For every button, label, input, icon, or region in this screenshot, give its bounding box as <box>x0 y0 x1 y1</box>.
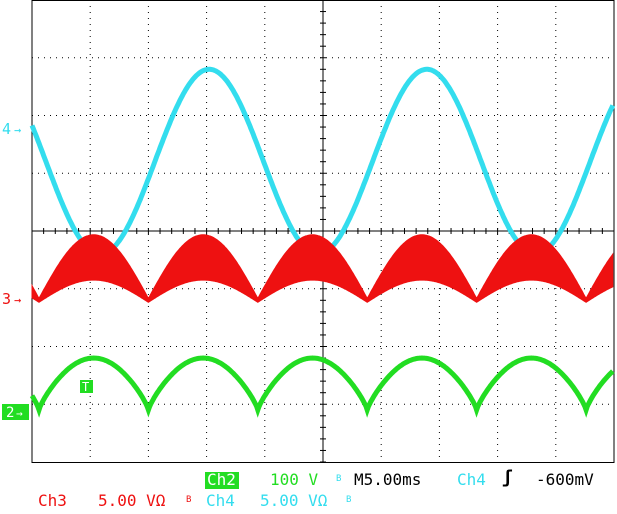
ch3-ground-marker: 3 <box>2 290 11 308</box>
ch4-scale: 5.00 VΩ <box>260 491 328 510</box>
ch2-ground-marker-box <box>2 404 29 420</box>
ch3-ground-arrow-icon: → <box>14 293 21 307</box>
ch4-ground-arrow-icon: → <box>14 123 21 137</box>
traces <box>29 66 616 418</box>
ch4-label: Ch4 <box>206 491 235 510</box>
ch3-trace <box>31 234 614 303</box>
ch4-ground-marker: 4 <box>2 120 11 138</box>
ch2-ground-arrow-icon: → <box>16 407 23 420</box>
trigger-slope-icon: ʃ <box>502 467 513 488</box>
timebase: M5.00ms <box>354 470 422 489</box>
trigger-marker: T <box>82 380 89 394</box>
ch2-scale: 100 V <box>270 470 319 489</box>
ch3-bw-symbol: B <box>186 495 192 505</box>
ch2-trace <box>29 355 615 418</box>
ch2-label: Ch2 <box>207 470 236 489</box>
ch2-readout-box <box>205 472 239 489</box>
ch3-scale: 5.00 VΩ <box>98 491 166 510</box>
trigger-marker-box <box>80 380 93 393</box>
trigger-source: Ch4 <box>457 470 486 489</box>
ch2-ground-marker: 2 <box>6 405 14 421</box>
trigger-level: -600mV <box>536 470 594 489</box>
ch4-bw-symbol: B <box>346 495 352 505</box>
bw-limit-symbol: B <box>336 474 342 484</box>
ch3-label: Ch3 <box>38 491 67 510</box>
